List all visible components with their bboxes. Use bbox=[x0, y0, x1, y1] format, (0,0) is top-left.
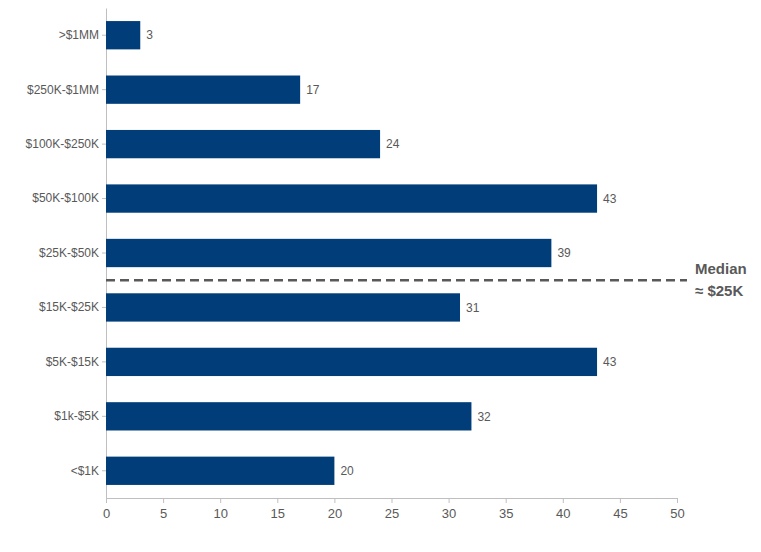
x-tick: 30 bbox=[442, 498, 456, 521]
y-tick: $25K-$50K bbox=[39, 246, 106, 260]
bar bbox=[106, 21, 140, 49]
x-tick: 45 bbox=[613, 498, 627, 521]
bar bbox=[106, 348, 597, 376]
data-label: 32 bbox=[477, 410, 491, 424]
x-tick-label: 35 bbox=[499, 506, 513, 521]
data-label: 3 bbox=[146, 28, 153, 42]
x-tick-mark bbox=[106, 498, 107, 503]
x-tick: 0 bbox=[103, 498, 110, 521]
y-tick-label: $250K-$1MM bbox=[27, 83, 99, 97]
y-tick-label: $5K-$15K bbox=[46, 355, 99, 369]
y-tick-label: $100K-$250K bbox=[26, 137, 99, 151]
x-tick-label: 5 bbox=[160, 506, 167, 521]
y-tick-mark bbox=[102, 198, 106, 199]
y-tick-label: $50K-$100K bbox=[32, 191, 99, 205]
x-tick-mark bbox=[563, 498, 564, 503]
y-tick: $1k-$5K bbox=[54, 409, 106, 423]
x-tick: 25 bbox=[385, 498, 399, 521]
annotation-text: Median bbox=[695, 260, 747, 277]
y-tick-label: $1k-$5K bbox=[54, 409, 99, 423]
x-tick-mark bbox=[163, 498, 164, 503]
y-tick-mark bbox=[102, 89, 106, 90]
x-tick: 10 bbox=[213, 498, 227, 521]
y-tick-label: $25K-$50K bbox=[39, 246, 99, 260]
data-label: 43 bbox=[603, 355, 617, 369]
y-tick-mark bbox=[102, 253, 106, 254]
y-tick: <$1K bbox=[71, 464, 106, 478]
y-tick: $15K-$25K bbox=[39, 300, 106, 314]
y-tick: $5K-$15K bbox=[46, 355, 106, 369]
x-tick-label: 45 bbox=[613, 506, 627, 521]
x-tick-mark bbox=[677, 498, 678, 503]
annotation: Median ≈ $25K bbox=[106, 260, 747, 299]
x-axis: 0 5 10 15 20 25 30 35 40 45 50 bbox=[103, 498, 685, 521]
chart: 0 5 10 15 20 25 30 35 40 45 50 >$1MM $250K-$1MM $100K… bbox=[0, 0, 761, 552]
data-label: 43 bbox=[603, 192, 617, 206]
bar bbox=[106, 293, 460, 321]
x-tick-mark bbox=[620, 498, 621, 503]
x-tick-label: 40 bbox=[556, 506, 570, 521]
x-tick-label: 25 bbox=[385, 506, 399, 521]
x-tick-mark bbox=[277, 498, 278, 503]
x-tick-label: 20 bbox=[328, 506, 342, 521]
y-axis: >$1MM $250K-$1MM $100K-$250K $50K-$100K $25K… bbox=[26, 9, 107, 499]
bar bbox=[106, 239, 551, 267]
x-tick: 50 bbox=[670, 498, 684, 521]
y-tick-label: $15K-$25K bbox=[39, 300, 99, 314]
x-tick-label: 30 bbox=[442, 506, 456, 521]
y-tick: $250K-$1MM bbox=[27, 83, 106, 97]
y-tick: >$1MM bbox=[59, 28, 106, 42]
x-tick-mark bbox=[449, 498, 450, 503]
bar bbox=[106, 457, 334, 485]
x-tick: 15 bbox=[271, 498, 285, 521]
plot-area: 0 5 10 15 20 25 30 35 40 45 50 >$1MM $250K-$1MM $100K… bbox=[26, 9, 747, 521]
bar bbox=[106, 184, 597, 212]
x-tick: 20 bbox=[328, 498, 342, 521]
x-tick-label: 15 bbox=[271, 506, 285, 521]
x-tick-mark bbox=[220, 498, 221, 503]
y-tick-mark bbox=[102, 416, 106, 417]
y-tick-mark bbox=[102, 307, 106, 308]
y-tick-label: >$1MM bbox=[59, 28, 99, 42]
y-tick-mark bbox=[102, 470, 106, 471]
bar bbox=[106, 130, 380, 158]
x-tick-label: 0 bbox=[103, 506, 110, 521]
data-label: 20 bbox=[340, 464, 354, 478]
data-label: 24 bbox=[386, 137, 400, 151]
x-tick: 5 bbox=[160, 498, 167, 521]
x-tick: 35 bbox=[499, 498, 513, 521]
data-labels: 3 17 24 43 39 31 43 32 20 bbox=[146, 28, 616, 478]
x-tick-label: 50 bbox=[670, 506, 684, 521]
x-tick-mark bbox=[506, 498, 507, 503]
y-tick: $50K-$100K bbox=[32, 191, 106, 205]
x-tick-mark bbox=[392, 498, 393, 503]
x-tick: 40 bbox=[556, 498, 570, 521]
y-tick-mark bbox=[102, 361, 106, 362]
y-tick-label: <$1K bbox=[71, 464, 99, 478]
data-label: 31 bbox=[466, 301, 480, 315]
annotation-text: ≈ $25K bbox=[695, 282, 743, 299]
data-label: 17 bbox=[306, 83, 320, 97]
data-label: 39 bbox=[557, 246, 571, 260]
x-tick-mark bbox=[334, 498, 335, 503]
bar bbox=[106, 76, 300, 104]
y-tick-mark bbox=[102, 35, 106, 36]
bar bbox=[106, 402, 471, 430]
x-tick-label: 10 bbox=[213, 506, 227, 521]
y-tick-mark bbox=[102, 144, 106, 145]
y-tick: $100K-$250K bbox=[26, 137, 106, 151]
annotation-line bbox=[106, 279, 687, 282]
bars bbox=[106, 21, 597, 485]
